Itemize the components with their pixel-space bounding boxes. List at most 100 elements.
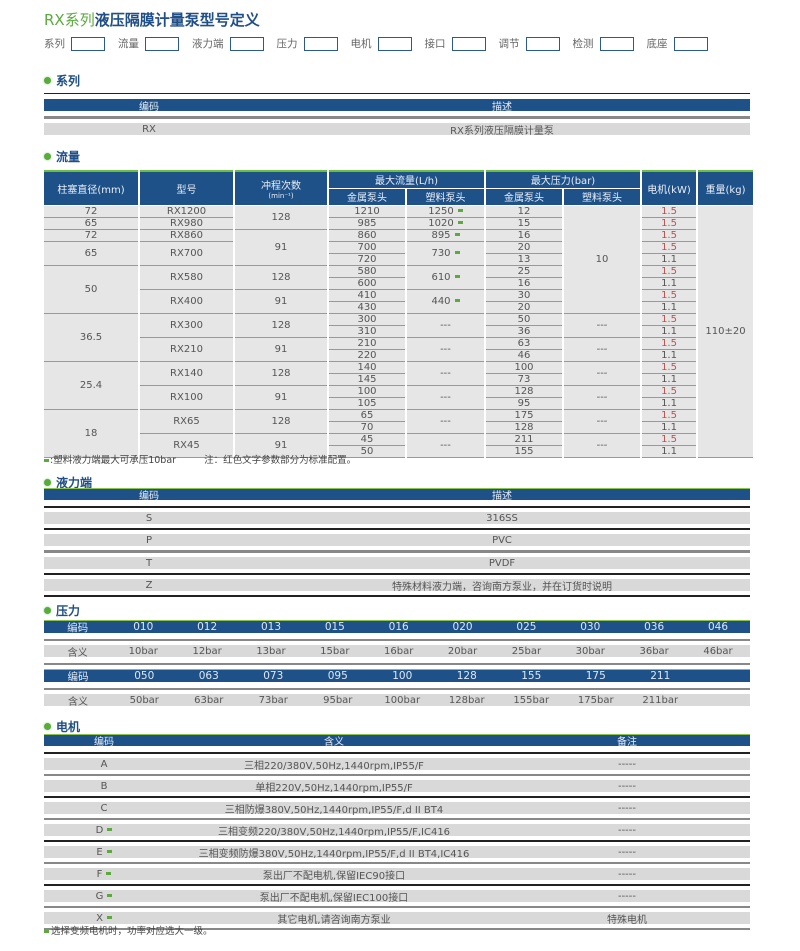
table-row: 72 RX1200 128 1210 1250 12 10 1.5 110±20 bbox=[44, 205, 756, 458]
code-input-box[interactable] bbox=[451, 36, 486, 51]
code-input-box[interactable] bbox=[377, 36, 412, 51]
cell-motor: 1.5 bbox=[641, 265, 699, 278]
cell-value: 72 bbox=[84, 229, 98, 241]
cell-value: 20 bbox=[517, 241, 531, 253]
table-row: 720 13 1.1 bbox=[44, 253, 754, 266]
code-field-label: 液力端 bbox=[192, 38, 224, 50]
pressure-meaning: 25bar bbox=[511, 645, 542, 657]
cell-motor: 1.5 bbox=[641, 313, 699, 326]
code-field: 电机 bbox=[351, 36, 412, 51]
cell-pressure-metal: 95 bbox=[485, 397, 564, 410]
cell-flow-metal: 45 bbox=[328, 433, 407, 446]
cell-value: 110±20 bbox=[705, 325, 746, 337]
table-row: C 三相防爆380V,50Hz,1440rpm,IP55/F,d II BT4 --… bbox=[44, 802, 750, 816]
table-row: S 316SS bbox=[44, 512, 750, 524]
green-marker-icon bbox=[106, 872, 112, 875]
cell-motor: 1.1 bbox=[641, 421, 699, 434]
code-input-box[interactable] bbox=[673, 36, 708, 51]
cell-value: 1.5 bbox=[661, 313, 677, 325]
cell-stroke: 128 bbox=[234, 265, 329, 290]
cell-pressure-metal: 100 bbox=[485, 361, 564, 374]
cell-code: B bbox=[44, 781, 164, 792]
cell-value: 1.5 bbox=[661, 289, 677, 301]
code-text: E bbox=[96, 846, 103, 858]
cell-pressure-plastic: --- bbox=[563, 433, 643, 458]
cell-desc: PVC bbox=[492, 534, 512, 546]
cell-value: 300 bbox=[357, 313, 377, 325]
pressure-code: 211 bbox=[650, 670, 671, 682]
table-row: F 泵出厂不配电机,保留IEC90接口 ----- bbox=[44, 868, 750, 882]
cell-flow-metal: 860 bbox=[328, 229, 407, 242]
header-cell: 含义 bbox=[324, 737, 344, 748]
header-code: 编码 bbox=[139, 491, 159, 502]
pressure-code-row: 编码 050 063 073 095 100 128 155 175 211 bbox=[44, 669, 750, 683]
code-input-box[interactable] bbox=[229, 36, 264, 51]
table-row: 105 95 1.1 bbox=[44, 397, 754, 410]
code-input-box[interactable] bbox=[71, 36, 105, 51]
pressure-code: 020 bbox=[452, 621, 473, 633]
green-marker-icon bbox=[454, 233, 460, 236]
cell-remark: ----- bbox=[617, 802, 637, 814]
pressure-code: 030 bbox=[580, 621, 601, 633]
cell-pressure-metal: 128 bbox=[485, 385, 564, 398]
note-plastic: :塑料液力端最大可承压10bar bbox=[50, 455, 177, 466]
cell-value: --- bbox=[596, 391, 608, 403]
cell-flow-metal: 410 bbox=[328, 289, 407, 302]
cell-value: 220 bbox=[357, 349, 377, 361]
pressure-code: 128 bbox=[456, 670, 477, 682]
cell-value: 580 bbox=[357, 265, 377, 277]
pressure-meaning: 128bar bbox=[448, 694, 485, 706]
cell-value: 50 bbox=[84, 283, 98, 295]
cell-code: D bbox=[44, 825, 164, 836]
cell-value: 211 bbox=[514, 433, 534, 445]
table-row: 50 155 1.1 bbox=[44, 445, 754, 458]
cell-desc: 泵出厂不配电机,保留IEC100接口 bbox=[259, 892, 409, 904]
cell-value: 30 bbox=[517, 289, 531, 301]
cell-flow-metal: 140 bbox=[328, 361, 407, 374]
cell-code: A bbox=[44, 759, 164, 770]
cell-desc: 其它电机,请咨询南方泵业 bbox=[277, 914, 391, 926]
cell-motor: 1.1 bbox=[641, 301, 699, 314]
cell-value: --- bbox=[596, 319, 608, 331]
cell-model: RX100 bbox=[139, 385, 235, 410]
code-input-box[interactable] bbox=[145, 36, 179, 51]
code-text: F bbox=[96, 868, 103, 880]
cell-flow-plastic: --- bbox=[406, 313, 486, 338]
bullet-icon bbox=[44, 479, 51, 486]
cell-code: X bbox=[44, 913, 164, 924]
cell-value: RX210 bbox=[170, 343, 203, 355]
cell-value: 1.1 bbox=[661, 349, 677, 361]
header-flow-plastic: 塑料泵头 bbox=[406, 188, 486, 206]
cell-value: 175 bbox=[514, 409, 534, 421]
code-input-box[interactable] bbox=[525, 36, 560, 51]
cell-motor: 1.5 bbox=[641, 217, 699, 230]
cell-value: 1210 bbox=[354, 205, 380, 217]
code-input-box[interactable] bbox=[599, 36, 634, 51]
page-title: RX系列液压隔膜计量泵型号定义 bbox=[44, 9, 260, 30]
green-marker-icon bbox=[106, 850, 112, 853]
pressure-code: 036 bbox=[644, 621, 665, 633]
cell-code: C bbox=[44, 803, 164, 814]
code-field: 检测 bbox=[573, 36, 634, 51]
cell-motor: 1.5 bbox=[641, 433, 699, 446]
cell-value: RX1200 bbox=[166, 205, 207, 217]
heading-text: 系列 bbox=[56, 74, 81, 88]
cell-value: 700 bbox=[357, 241, 377, 253]
cell-flow-metal: 600 bbox=[328, 277, 407, 290]
cell-remark: ----- bbox=[617, 758, 637, 770]
section-heading-pressure: 压力 bbox=[44, 602, 80, 619]
cell-value: 36 bbox=[517, 325, 531, 337]
code-field: 接口 bbox=[425, 36, 486, 51]
cell-stroke: 128 bbox=[234, 313, 329, 338]
cell-motor: 1.1 bbox=[641, 397, 699, 410]
cell-pressure-plastic: --- bbox=[563, 337, 643, 362]
header-cell: 备注 bbox=[617, 737, 637, 748]
code-input-box[interactable] bbox=[303, 36, 338, 51]
cell-value: RX300 bbox=[170, 319, 203, 331]
cell-motor: 1.5 bbox=[641, 409, 699, 422]
code-text: B bbox=[100, 780, 108, 792]
table-row: 430 20 1.1 bbox=[44, 301, 754, 314]
green-marker-icon bbox=[44, 459, 49, 462]
cell-pressure-metal: 16 bbox=[485, 277, 564, 290]
cell-value: RX860 bbox=[170, 229, 203, 241]
